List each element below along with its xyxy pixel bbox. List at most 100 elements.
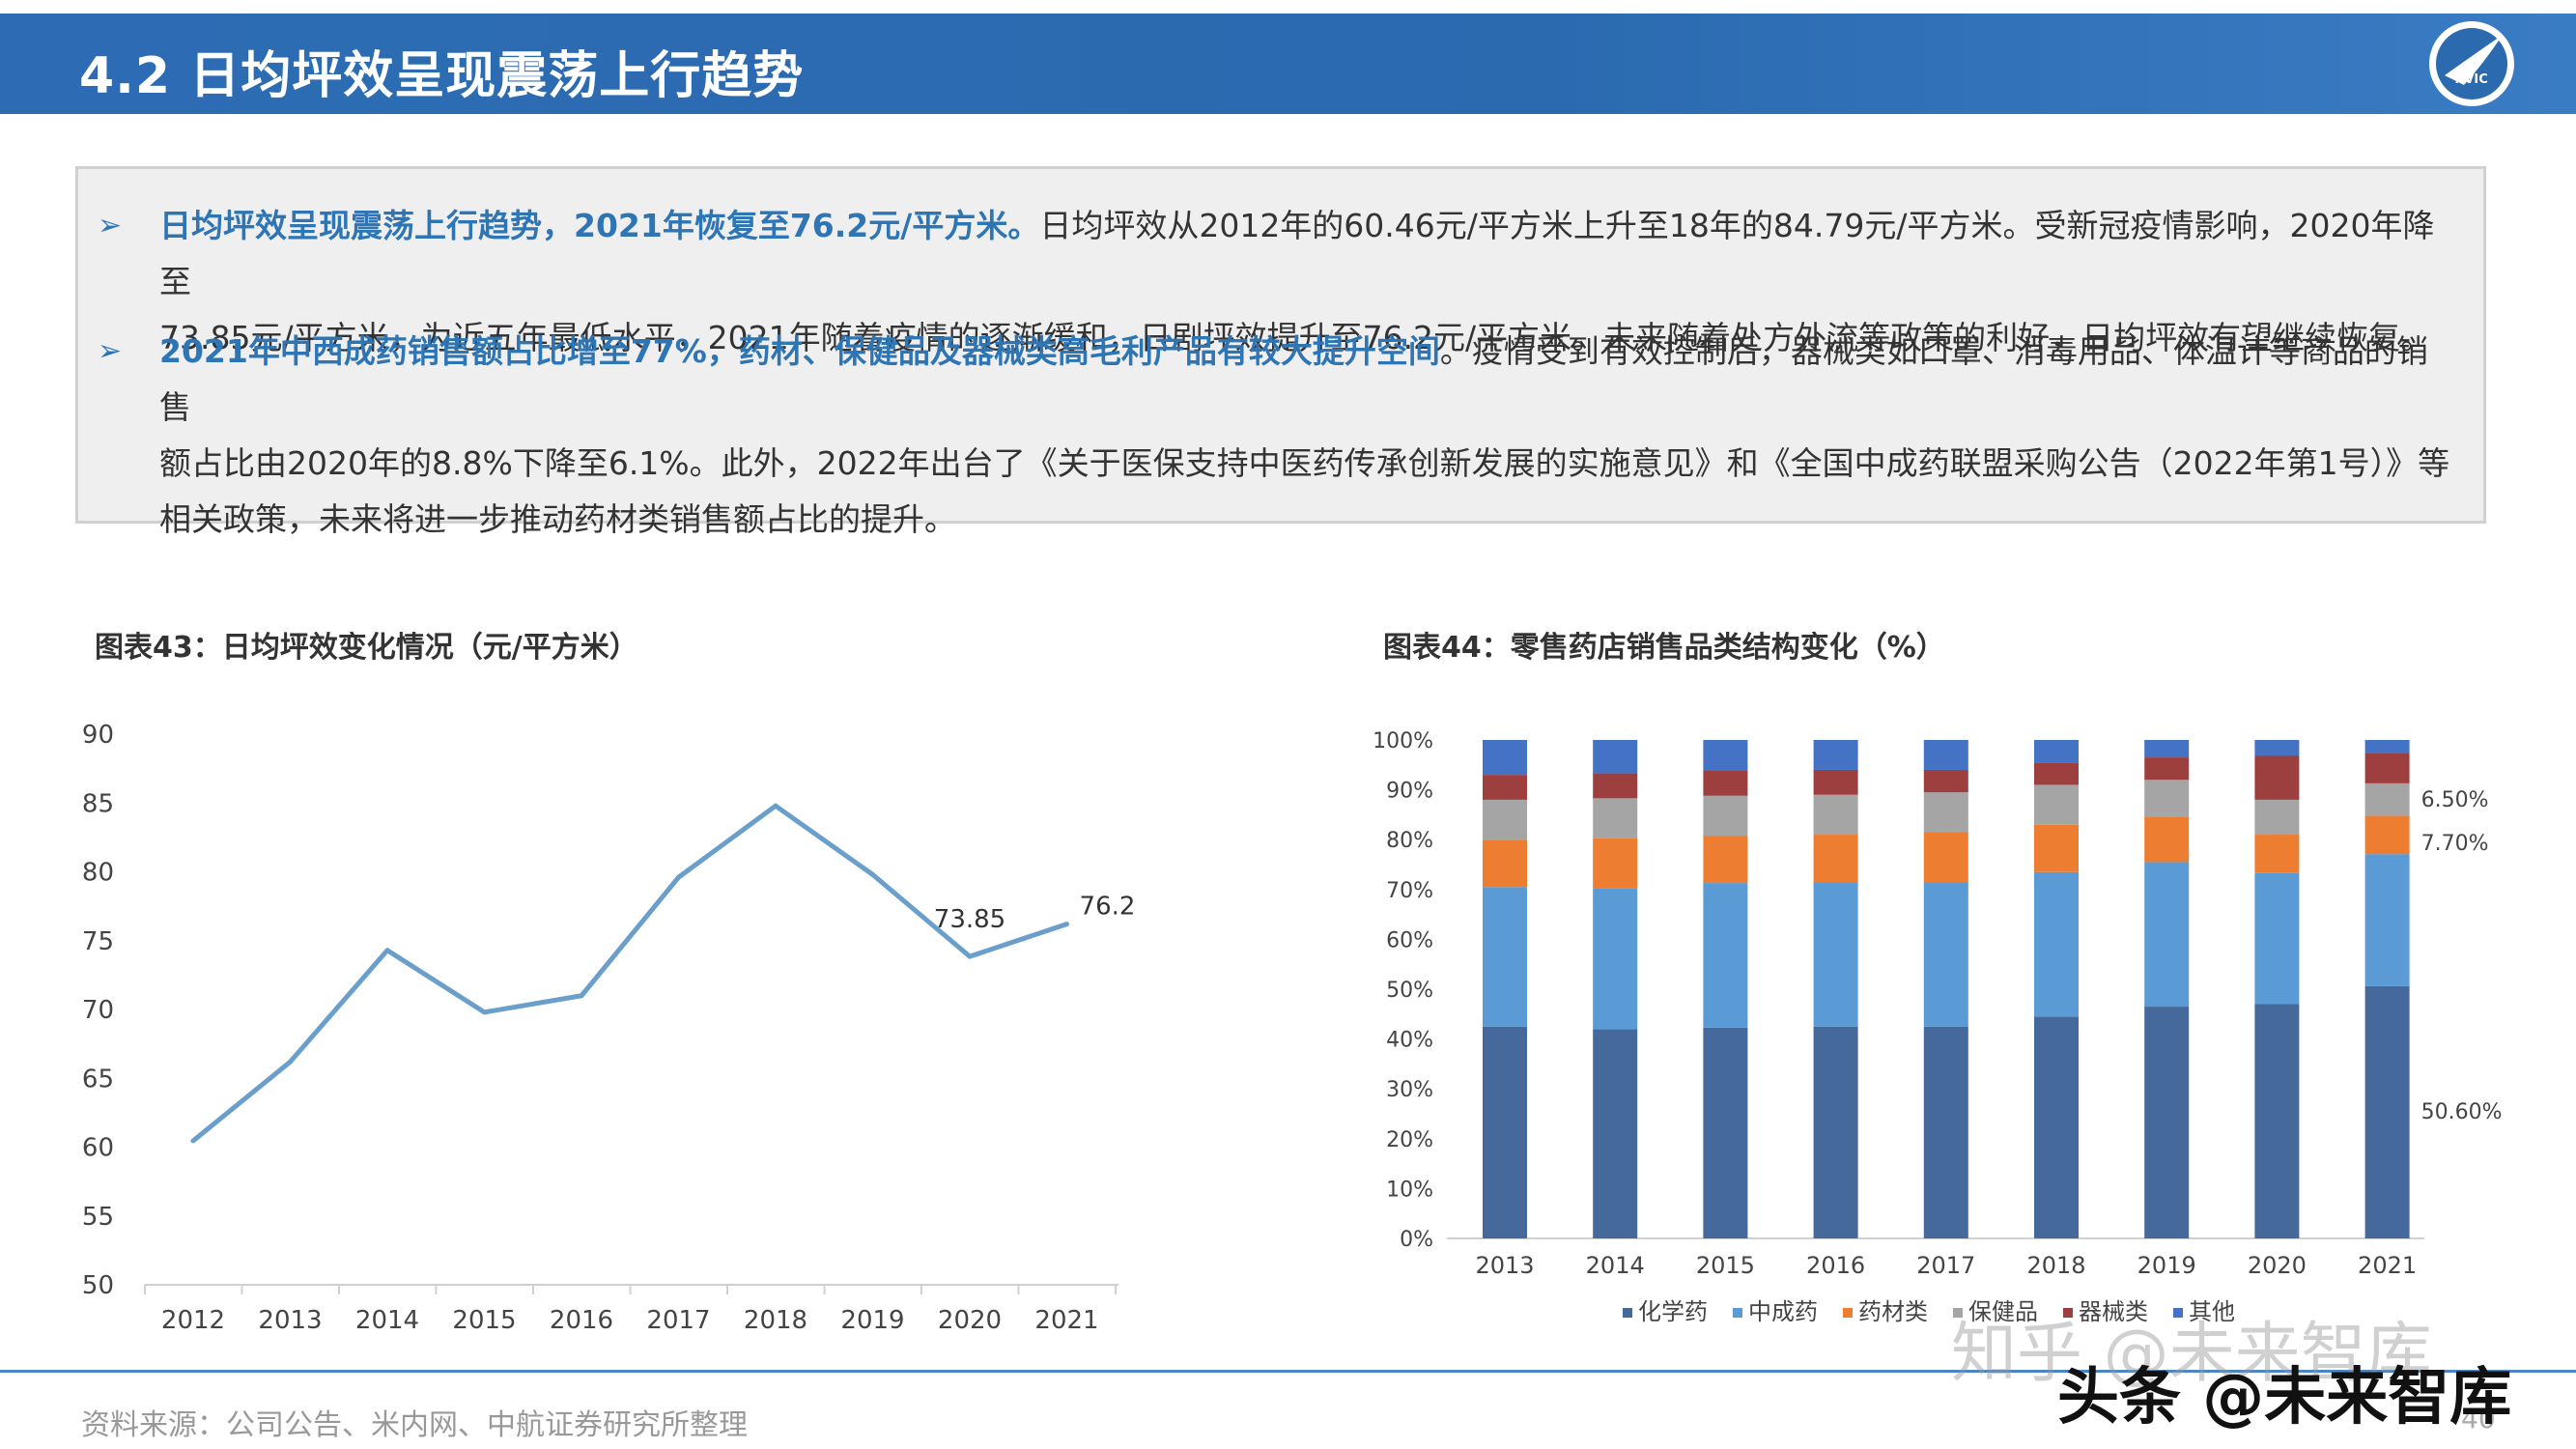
bar-segment: [1923, 832, 1968, 883]
legend-label: 保健品: [1968, 1298, 2038, 1325]
data-point: [190, 1138, 196, 1144]
avic-logo: AVIC: [2429, 21, 2514, 106]
legend-label: 中成药: [1748, 1298, 1818, 1325]
y-tick-label: 50: [82, 1271, 114, 1300]
legend-label: 器械类: [2079, 1298, 2148, 1325]
bullet-1-highlight: 日均坪效呈现震荡上行趋势，2021年恢复至76.2元/平方米。: [159, 207, 1040, 244]
bullet-2-line1: 。疫情受到有效控制后，器械类如口罩、消毒用品、体温计等商品的销售: [159, 332, 2428, 426]
data-point: [482, 1009, 487, 1015]
y-tick-label: 20%: [1386, 1128, 1433, 1152]
data-label: 73.85: [934, 905, 1005, 934]
x-tick-label: 2015: [1696, 1252, 1755, 1279]
legend-label: 化学药: [1638, 1298, 1708, 1325]
bar-segment: [1813, 835, 1858, 883]
bullet-2-line3: 相关政策，未来将进一步推动药材类销售额占比的提升。: [159, 500, 956, 538]
series-line: [191, 803, 1068, 1143]
bar-segment: [1813, 882, 1858, 1027]
y-tick-label: 80%: [1386, 829, 1433, 853]
footer-divider: [0, 1370, 2576, 1373]
bar-segment: [2144, 780, 2190, 817]
y-tick-label: 70%: [1386, 879, 1433, 903]
x-tick-label: 2017: [646, 1306, 710, 1335]
bar-segment: [1593, 1029, 1638, 1238]
header-bar: 4.2 日均坪效呈现震荡上行趋势 AVIC: [0, 14, 2576, 114]
bar-segment: [2144, 816, 2190, 863]
x-tick-label: 2018: [744, 1306, 807, 1335]
bar-segment: [2144, 1007, 2190, 1238]
data-label: 7.70%: [2421, 832, 2489, 856]
bullet-2-highlight: 2021年中西成药销售额占比增至77%，药材、保健品及器械类高毛利产品有较大提升…: [159, 332, 1440, 370]
page-title: 4.2 日均坪效呈现震荡上行趋势: [79, 47, 805, 105]
y-tick-label: 90: [82, 721, 114, 750]
bar-segment: [1813, 740, 1858, 770]
bar-segment: [1923, 769, 1968, 793]
summary-box: ➢ 日均坪效呈现震荡上行趋势，2021年恢复至76.2元/平方米。日均坪效从20…: [75, 166, 2486, 538]
bar-segment: [1483, 740, 1527, 776]
bar-segment: [1483, 1026, 1527, 1238]
arrow-bullet-icon: ➢: [98, 209, 123, 242]
x-tick-label: 2017: [1916, 1252, 1975, 1279]
legend-swatch: [1953, 1308, 1963, 1318]
bullet-1: ➢ 日均坪效呈现震荡上行趋势，2021年恢复至76.2元/平方米。日均坪效从20…: [98, 198, 2454, 366]
x-tick-label: 2021: [2358, 1252, 2417, 1279]
bar-segment: [2364, 753, 2410, 783]
y-tick-label: 90%: [1386, 780, 1433, 804]
logo-text: AVIC: [2455, 72, 2488, 87]
bar-segment: [2364, 815, 2410, 855]
y-tick-label: 30%: [1386, 1078, 1433, 1102]
bar-segment: [1923, 1026, 1968, 1238]
arrow-bullet-icon: ➢: [98, 334, 123, 368]
bar-segment: [1703, 770, 1748, 796]
y-tick-label: 10%: [1386, 1178, 1433, 1202]
bar-segment: [2144, 757, 2190, 781]
bar-segment: [2034, 1016, 2079, 1238]
y-tick-label: 0%: [1400, 1228, 1433, 1252]
bar-segment: [1593, 773, 1638, 799]
bar-segment: [2034, 784, 2079, 825]
data-label: 50.60%: [2421, 1100, 2503, 1124]
bar-segment: [1813, 794, 1858, 836]
bar-segment: [2254, 740, 2300, 756]
y-tick-label: 85: [82, 789, 114, 818]
bar-segment: [1923, 740, 1968, 770]
bullet-2-line2: 额占比由2020年的8.8%下降至6.1%。此外，2022年出台了《关于医保支持…: [159, 444, 2450, 482]
bar-segment: [1483, 839, 1527, 888]
page-number: 40: [2461, 1403, 2496, 1435]
legend-label: 其他: [2189, 1298, 2235, 1325]
bullet-1-line1: 日均坪效从2012年的60.46元/平方米上升至18年的84.79元/平方米。受…: [159, 207, 2435, 300]
legend-swatch: [1623, 1308, 1632, 1318]
x-tick-label: 2014: [1586, 1252, 1645, 1279]
x-tick-label: 2012: [161, 1306, 225, 1335]
x-tick-label: 2020: [938, 1306, 1002, 1335]
legend-swatch: [2173, 1308, 2183, 1318]
y-tick-label: 60%: [1386, 928, 1433, 952]
x-tick-label: 2013: [1475, 1252, 1534, 1279]
bar-segment: [1593, 838, 1638, 889]
source-note: 资料来源：公司公告、米内网、中航证券研究所整理: [81, 1408, 748, 1442]
y-tick-label: 80: [82, 859, 114, 888]
x-tick-label: 2016: [1806, 1252, 1865, 1279]
bar-segment: [2254, 1004, 2300, 1238]
bar-segment: [1703, 836, 1748, 884]
y-tick-label: 65: [82, 1065, 114, 1094]
legend-swatch: [1733, 1308, 1742, 1318]
bar-segment: [1593, 798, 1638, 838]
stacked-bar-chart: 100% 90% 80% 70% 60% 50% 40% 30% 20% 10% 0% 2013 201…: [1373, 729, 2503, 1325]
data-label: 6.50%: [2421, 788, 2489, 812]
x-tick-label: 2016: [550, 1306, 613, 1335]
watermark-toutiao: 头条 @未来智库: [2057, 1362, 2512, 1434]
bar-segment: [2364, 782, 2410, 816]
bar-segment: [1813, 1026, 1858, 1238]
bar-segment: [2364, 854, 2410, 986]
y-tick-label: 75: [82, 927, 114, 956]
bar-segment: [1703, 740, 1748, 771]
bar-segment: [2254, 799, 2300, 836]
bar-segment: [1483, 887, 1527, 1027]
bar-segment: [1923, 882, 1968, 1027]
x-tick-label: 2019: [840, 1306, 904, 1335]
bar-segment: [1593, 888, 1638, 1030]
bar-segment: [1483, 799, 1527, 840]
legend-swatch: [2063, 1308, 2073, 1318]
bullet-2: ➢ 2021年中西成药销售额占比增至77%，药材、保健品及器械类高毛利产品有较大…: [98, 324, 2454, 548]
x-tick-label: 2015: [452, 1306, 516, 1335]
